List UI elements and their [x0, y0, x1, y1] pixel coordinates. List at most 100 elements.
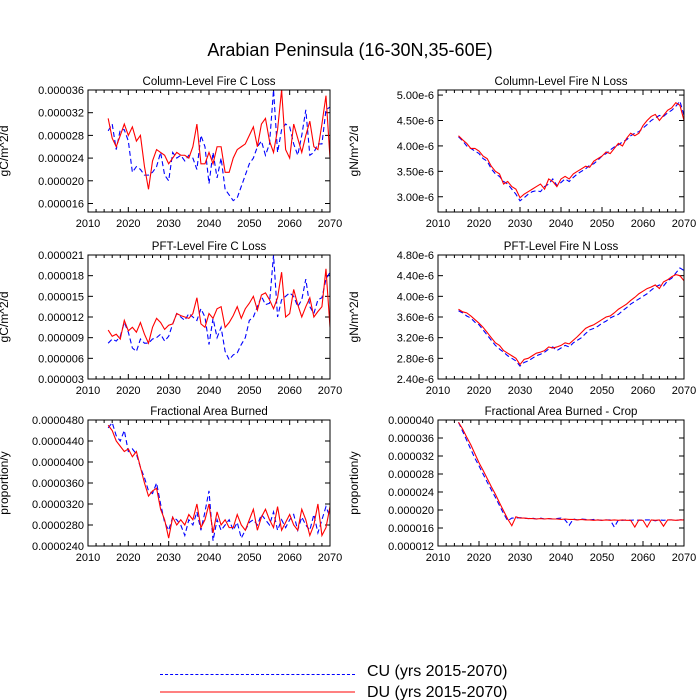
y-tick-label: 4.50e-6 [397, 116, 434, 128]
x-tick-label: 2070 [672, 385, 696, 397]
x-tick-label: 2060 [631, 552, 655, 564]
plot-frame [437, 419, 685, 547]
series-line-du [458, 274, 685, 366]
x-tick-label: 2020 [467, 385, 491, 397]
chart-6: Fractional Area Burned - Crop proportion/… [347, 406, 696, 564]
x-tick-label: 2040 [549, 218, 573, 230]
x-tick-label: 2040 [197, 552, 221, 564]
x-tick-label: 2070 [318, 552, 342, 564]
y-tick-label: 0.000020 [388, 505, 434, 517]
x-tick-label: 2050 [237, 218, 261, 230]
y-axis-label: gN/m^2/d [347, 292, 361, 343]
x-tick-label: 2030 [156, 385, 180, 397]
y-tick-label: 0.0000440 [32, 436, 84, 448]
y-axis-label: gC/m^2/d [0, 292, 11, 343]
y-tick-label: 4.00e-6 [397, 291, 434, 303]
y-tick-label: 4.00e-6 [397, 141, 434, 153]
y-tick-label: 2.80e-6 [397, 353, 434, 365]
x-tick-label: 2050 [237, 385, 261, 397]
chart-3: PFT-Level Fire C Loss gC/m^2/d 2010 2020 203… [0, 241, 342, 397]
y-tick-label: 0.000032 [388, 451, 434, 463]
x-tick-label: 2010 [426, 385, 450, 397]
x-tick-label: 2040 [197, 218, 221, 230]
x-tick-label: 2060 [631, 385, 655, 397]
chart-title: PFT-Level Fire C Loss [152, 241, 267, 253]
x-tick-label: 2070 [672, 218, 696, 230]
y-tick-label: 2.40e-6 [397, 374, 434, 386]
y-tick-label: 3.20e-6 [397, 333, 434, 345]
series-line-cu [458, 100, 685, 202]
plot-frame [437, 89, 685, 213]
y-tick-label: 0.000040 [388, 415, 434, 427]
x-tick-label: 2010 [76, 218, 100, 230]
y-tick-label: 3.60e-6 [397, 312, 434, 324]
y-tick-label: 0.000016 [388, 523, 434, 535]
x-tick-label: 2020 [467, 552, 491, 564]
x-tick-label: 2040 [197, 385, 221, 397]
x-tick-label: 2030 [508, 218, 532, 230]
chart-4: PFT-Level Fire N Loss gN/m^2/d 2010 2020 203… [347, 241, 696, 397]
x-tick-label: 2060 [631, 218, 655, 230]
x-tick-label: 2060 [277, 552, 301, 564]
x-tick-label: 2050 [237, 552, 261, 564]
series-line-cu [107, 89, 331, 202]
plot-frame [87, 89, 331, 213]
x-tick-label: 2030 [508, 385, 532, 397]
x-tick-label: 2060 [277, 218, 301, 230]
x-tick-label: 2010 [76, 385, 100, 397]
x-tick-label: 2010 [426, 218, 450, 230]
y-tick-label: 0.0000400 [32, 457, 84, 469]
y-tick-label: 0.0000360 [32, 478, 84, 490]
y-tick-label: 5.00e-6 [397, 90, 434, 102]
y-tick-label: 0.000021 [38, 250, 84, 262]
x-tick-label: 2020 [116, 552, 140, 564]
legend-entry-cu: CU (yrs 2015-2070) [160, 663, 560, 687]
y-tick-label: 0.000016 [38, 198, 84, 210]
y-tick-label: 0.000006 [38, 353, 84, 365]
x-tick-label: 2050 [590, 218, 614, 230]
x-tick-label: 2010 [426, 552, 450, 564]
x-tick-label: 2040 [549, 385, 573, 397]
x-tick-label: 2070 [318, 385, 342, 397]
y-tick-label: 0.000032 [38, 108, 84, 120]
x-tick-label: 2030 [156, 218, 180, 230]
series-line-du [458, 101, 685, 199]
x-tick-label: 2030 [508, 552, 532, 564]
y-axis-label: gC/m^2/d [0, 126, 11, 177]
y-tick-label: 0.000024 [38, 153, 84, 165]
y-tick-label: 0.000009 [38, 333, 84, 345]
y-axis-label: gN/m^2/d [347, 126, 361, 177]
chart-title: Column-Level Fire N Loss [495, 76, 628, 88]
series-line-cu [457, 422, 685, 529]
y-tick-label: 0.000028 [388, 469, 434, 481]
chart-title: PFT-Level Fire N Loss [504, 241, 619, 253]
x-tick-label: 2050 [590, 385, 614, 397]
x-tick-label: 2020 [116, 218, 140, 230]
series-line-cu [107, 421, 331, 541]
y-tick-label: 0.000018 [38, 271, 84, 283]
y-tick-label: 0.000003 [38, 374, 84, 386]
y-tick-label: 0.000028 [38, 130, 84, 142]
legend-label-du: DU (yrs 2015-2070) [367, 684, 508, 700]
legend-entry-du [160, 696, 560, 700]
y-tick-label: 0.000024 [388, 487, 434, 499]
y-tick-label: 0.000036 [38, 85, 84, 97]
x-tick-label: 2050 [590, 552, 614, 564]
y-tick-label: 3.00e-6 [397, 192, 434, 204]
chart-1: Column-Level Fire C Loss gC/m^2/d 2010 2020… [0, 76, 342, 230]
series-line-du [458, 421, 684, 529]
x-tick-label: 2020 [116, 385, 140, 397]
y-axis-label: proportion/y [347, 451, 361, 514]
chart-title: Fractional Area Burned - Crop [485, 406, 638, 418]
x-tick-label: 2040 [549, 552, 573, 564]
y-tick-label: 0.000012 [388, 541, 434, 553]
x-tick-label: 2070 [318, 218, 342, 230]
legend-label-cu: CU (yrs 2015-2070) [367, 663, 508, 680]
y-tick-label: 3.50e-6 [397, 166, 434, 178]
y-tick-label: 4.40e-6 [397, 271, 434, 283]
y-tick-label: 0.0000280 [32, 520, 84, 532]
y-tick-label: 0.0000320 [32, 499, 84, 511]
y-tick-label: 0.000012 [38, 312, 84, 324]
y-tick-label: 0.000020 [38, 176, 84, 188]
